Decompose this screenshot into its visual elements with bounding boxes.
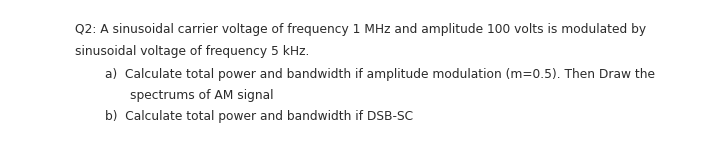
Text: spectrums of AM signal: spectrums of AM signal [130, 89, 273, 102]
Text: sinusoidal voltage of frequency 5 kHz.: sinusoidal voltage of frequency 5 kHz. [75, 45, 309, 58]
Text: b)  Calculate total power and bandwidth if DSB-SC: b) Calculate total power and bandwidth i… [105, 110, 413, 123]
Text: a)  Calculate total power and bandwidth if amplitude modulation (m=0.5). Then Dr: a) Calculate total power and bandwidth i… [105, 68, 655, 81]
Text: Q2: A sinusoidal carrier voltage of frequency 1 MHz and amplitude 100 volts is m: Q2: A sinusoidal carrier voltage of freq… [75, 23, 646, 36]
